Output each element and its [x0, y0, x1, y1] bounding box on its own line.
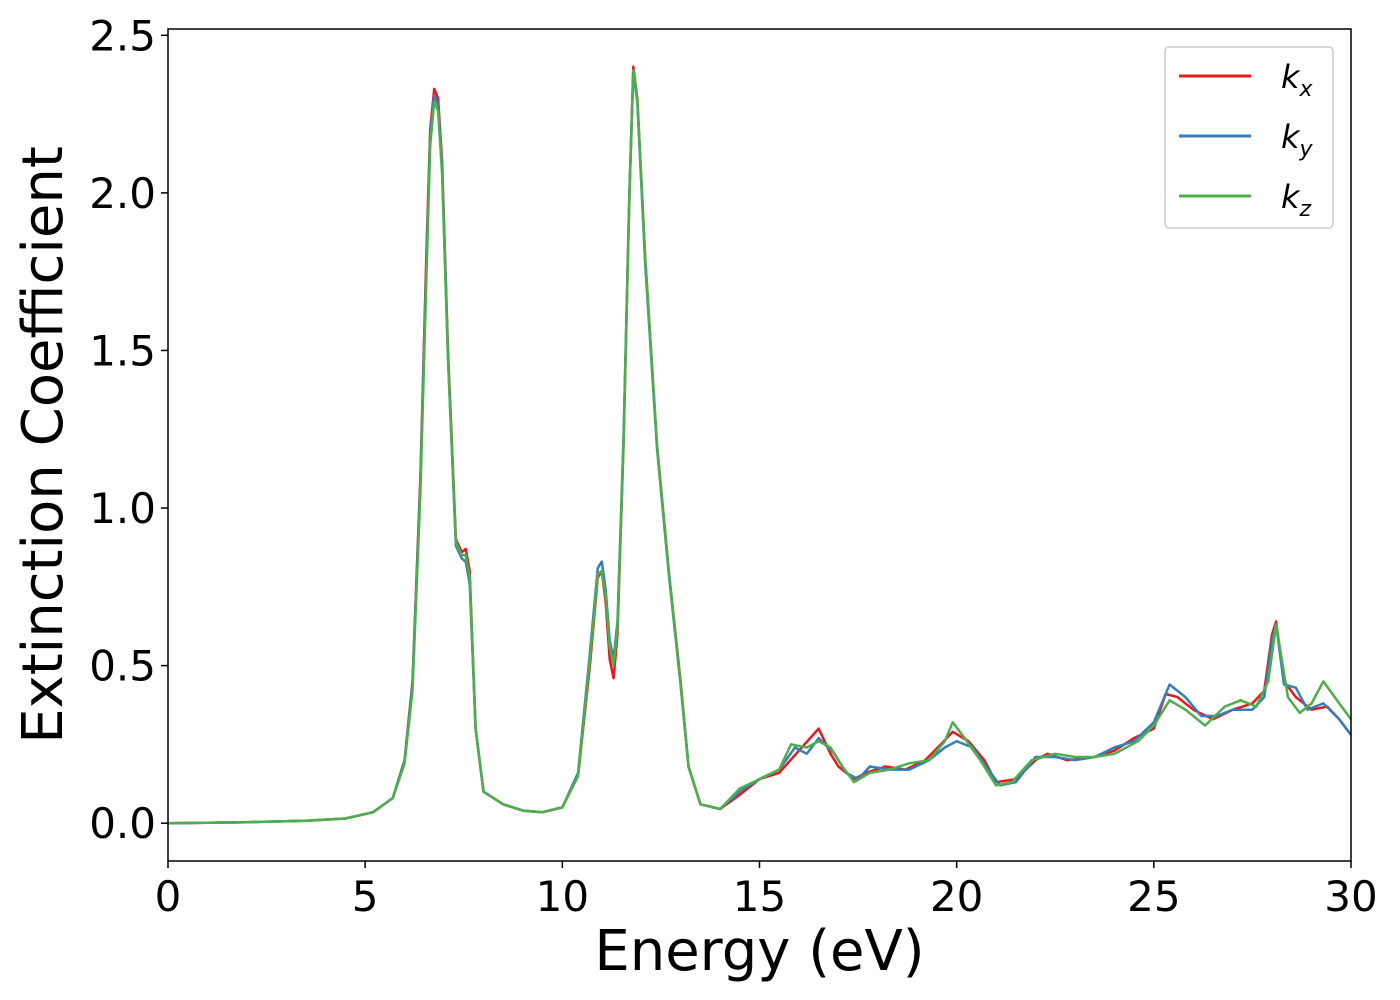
x-tick-label: 30	[1324, 872, 1377, 921]
y-tick-label: 2.5	[89, 11, 156, 60]
y-tick-label: 2.0	[89, 169, 156, 218]
y-tick-label: 1.5	[89, 326, 156, 375]
x-tick-label: 0	[155, 872, 182, 921]
y-tick-label: 0.0	[89, 799, 156, 848]
y-axis-ticks: 0.0 0.5 1.0 1.5 2.0 2.5	[89, 11, 168, 848]
y-tick-label: 0.5	[89, 642, 156, 691]
x-tick-label: 5	[352, 872, 379, 921]
series-layer	[167, 65, 1353, 825]
x-tick-label: 15	[733, 872, 786, 921]
x-tick-label: 20	[930, 872, 983, 921]
y-tick-label: 1.0	[89, 484, 156, 533]
series-line-kz	[167, 68, 1353, 825]
x-axis-ticks: 0 5 10 15 20 25 30	[155, 861, 1378, 921]
x-tick-label: 10	[536, 872, 589, 921]
y-axis-label: Extinction Coefficient	[11, 146, 76, 744]
x-axis-label: Energy (eV)	[594, 919, 924, 984]
x-tick-label: 25	[1127, 872, 1180, 921]
